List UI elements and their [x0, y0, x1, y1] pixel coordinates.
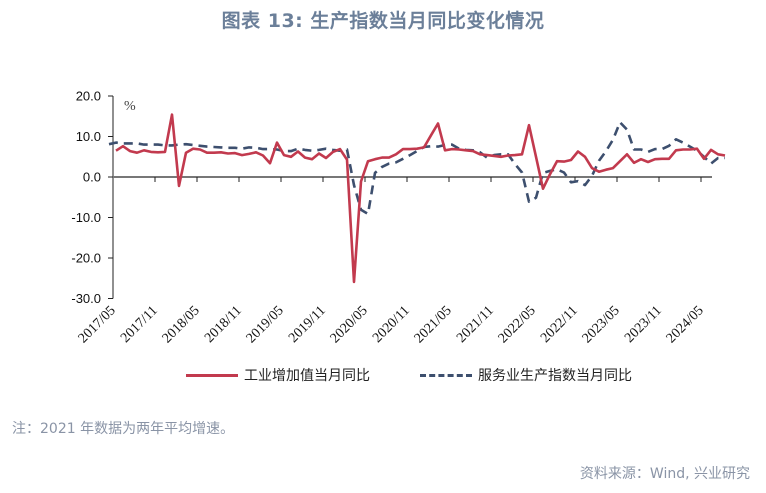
y-tick-label: 0.0 — [83, 170, 101, 185]
legend: 工业增加值当月同比 服务业生产指数当月同比 — [0, 363, 766, 387]
legend-item-industrial: 工业增加值当月同比 — [186, 365, 370, 385]
legend-label-industrial: 工业增加值当月同比 — [244, 368, 370, 384]
x-tick-label: 2023/05 — [580, 303, 623, 346]
x-tick-label: 2020/11 — [370, 303, 413, 346]
x-tick-label: 2021/05 — [412, 303, 455, 346]
x-tick-label: 2023/11 — [622, 303, 665, 346]
x-tick-label: 2018/05 — [160, 303, 203, 346]
x-tick-label: 2021/11 — [454, 303, 497, 346]
footnote: 注：2021 年数据为两年平均增速。 — [12, 421, 235, 437]
x-tick-label: 2019/05 — [244, 303, 287, 346]
services-index-line — [108, 121, 725, 216]
x-tick-label: 2018/11 — [202, 303, 245, 346]
dashed-line-swatch-icon — [420, 373, 472, 377]
y-axis: 20.0 10.0 0.0 -10.0 -20.0 -30.0 — [71, 89, 114, 306]
y-tick-label: -20.0 — [71, 251, 101, 266]
source-text: 资料来源：Wind, 兴业研究 — [579, 466, 750, 482]
y-tick-label: 10.0 — [76, 129, 101, 144]
y-tick-label: -10.0 — [71, 210, 101, 225]
x-tick-label: 2017/11 — [118, 303, 161, 346]
legend-label-services: 服务业生产指数当月同比 — [478, 368, 632, 384]
x-tick-label: 2017/05 — [76, 303, 119, 346]
solid-line-swatch-icon — [186, 373, 238, 377]
line-chart: 20.0 10.0 0.0 -10.0 -20.0 -30.0 2017/05 2017/1… — [71, 89, 726, 346]
chart-title: 图表 13: 生产指数当月同比变化情况 — [221, 10, 545, 32]
y-tick-label: -30.0 — [71, 291, 101, 306]
legend-item-services: 服务业生产指数当月同比 — [420, 365, 632, 385]
x-tick-label: 2022/05 — [496, 303, 539, 346]
y-tick-label: 20.0 — [76, 89, 101, 104]
x-tick-label: 2020/05 — [328, 303, 371, 346]
x-tick-label: 2024/05 — [664, 303, 707, 346]
x-tick-label: 2019/11 — [286, 303, 329, 346]
unit-label: % — [124, 99, 136, 114]
x-tick-label: 2022/11 — [538, 303, 581, 346]
industrial-value-added-line — [115, 113, 726, 284]
